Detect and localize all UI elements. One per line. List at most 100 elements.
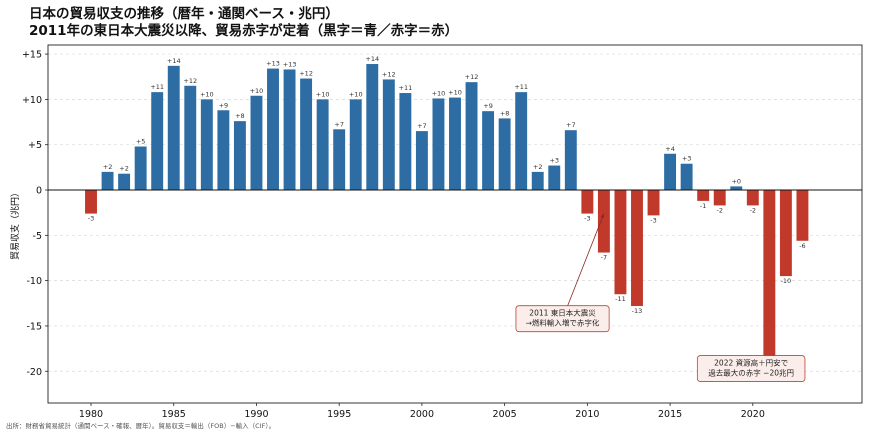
bar — [564, 130, 577, 191]
y-tick-label: -5 — [33, 231, 42, 242]
data-label: -2 — [716, 206, 722, 214]
source-footnote: 出所：財務省貿易統計（通関ベース・確報、暦年）。貿易収支＝輸出（FOB）−輸入（… — [6, 422, 276, 430]
y-tick-label: +15 — [22, 50, 42, 61]
bar — [118, 173, 131, 191]
data-label: +4 — [665, 145, 675, 153]
x-tick-label: 2000 — [410, 409, 434, 420]
bar — [300, 78, 313, 191]
bar — [267, 68, 279, 191]
data-label: +10 — [316, 90, 330, 98]
annotation-box — [696, 355, 806, 382]
bar — [597, 190, 610, 253]
x-tick-label: 1990 — [244, 409, 268, 420]
data-label: +14 — [365, 55, 379, 63]
data-label: +8 — [235, 112, 245, 120]
y-axis-label: 貿易収支（兆円） — [9, 188, 21, 260]
data-label: +12 — [183, 77, 197, 85]
bar — [498, 118, 511, 191]
data-label: -13 — [632, 307, 643, 315]
data-label: +9 — [219, 101, 229, 109]
data-label: -11 — [615, 295, 626, 303]
bar — [631, 190, 643, 307]
bar — [283, 69, 296, 191]
bar — [167, 65, 180, 191]
bar — [746, 190, 759, 206]
data-label: +12 — [465, 73, 479, 81]
data-label: -1 — [700, 202, 706, 210]
data-label: +10 — [349, 90, 363, 98]
bar — [415, 131, 428, 191]
bar — [680, 163, 693, 191]
x-tick-label: 1985 — [162, 409, 186, 420]
data-label: +10 — [200, 90, 214, 98]
bar — [713, 190, 726, 206]
bar — [779, 190, 792, 277]
data-label: +2 — [119, 165, 129, 173]
bar — [233, 121, 246, 191]
bar — [184, 85, 197, 191]
bar — [101, 171, 114, 191]
bar — [432, 98, 445, 191]
annotation-text: 過去最大の赤字 −20兆円 — [708, 368, 794, 378]
data-label: +3 — [549, 157, 559, 165]
annotation-arrow — [562, 213, 605, 319]
x-tick-label: 2020 — [741, 409, 765, 420]
bar — [515, 92, 528, 191]
bar — [581, 190, 594, 214]
bar — [382, 79, 395, 191]
bar — [465, 82, 478, 191]
x-tick-label: 2010 — [575, 409, 599, 420]
bar — [647, 190, 660, 216]
bar — [399, 93, 412, 191]
data-label: +13 — [283, 60, 297, 68]
data-label: +8 — [500, 109, 510, 117]
data-label: +7 — [566, 121, 576, 129]
y-tick-label: +10 — [22, 95, 42, 106]
annotation-text: 2022 資源高＋円安で — [714, 358, 788, 368]
title-line-1: 日本の貿易収支の推移（暦年・通関ベース・兆円） — [29, 6, 339, 22]
y-tick-label: -15 — [26, 321, 42, 332]
data-label: +9 — [483, 102, 493, 110]
data-label: +3 — [682, 155, 692, 163]
bar — [134, 146, 147, 191]
data-label: +11 — [514, 83, 528, 91]
title-line-2: 2011年の東日本大震災以降、貿易赤字が定着（黒字＝青／赤字＝赤） — [29, 23, 459, 39]
data-label: -6 — [799, 242, 805, 250]
bar — [349, 99, 362, 191]
bar — [250, 95, 263, 191]
bar — [449, 97, 461, 191]
x-tick-label: 1995 — [327, 409, 351, 420]
chart-title: 日本の貿易収支の推移（暦年・通関ベース・兆円） 2011年の東日本大震災以降、貿… — [29, 6, 458, 40]
bar — [796, 190, 809, 241]
data-label: +2 — [103, 163, 113, 171]
annotation-box — [515, 305, 610, 333]
data-label: +2 — [533, 163, 543, 171]
x-tick-label: 2015 — [658, 409, 682, 420]
annotation-text: →燃料輸入増で赤字化 — [526, 318, 600, 328]
data-label: +11 — [399, 84, 413, 92]
bar — [730, 186, 743, 191]
data-label: +7 — [417, 122, 427, 130]
bar — [217, 110, 230, 191]
data-label: +0 — [731, 177, 741, 185]
bar — [316, 99, 329, 191]
data-label: +14 — [167, 57, 181, 65]
data-label: -7 — [601, 254, 607, 262]
data-label: -3 — [584, 215, 590, 223]
bar — [366, 64, 379, 191]
x-tick-label: 1980 — [79, 409, 103, 420]
data-label: -3 — [88, 215, 94, 223]
data-label: +12 — [382, 70, 396, 78]
data-label: +5 — [136, 138, 146, 146]
bar — [531, 171, 544, 191]
bar — [200, 99, 213, 191]
data-label: -2 — [750, 206, 756, 214]
data-label: +10 — [432, 89, 446, 97]
y-tick-label: -20 — [26, 367, 42, 378]
data-label: +7 — [334, 120, 344, 128]
bar — [614, 190, 627, 295]
annotation-text: 2011 東日本大震災 — [529, 308, 596, 318]
data-label: -10 — [781, 277, 792, 285]
